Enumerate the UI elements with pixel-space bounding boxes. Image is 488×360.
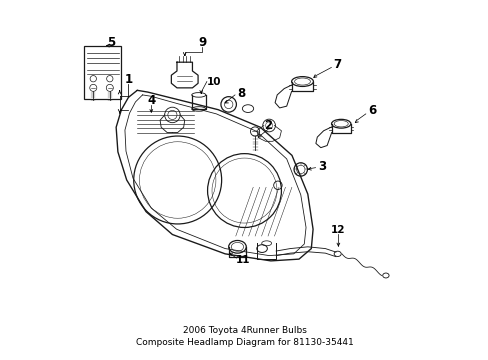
Bar [84,46,121,99]
Text: 5: 5 [107,36,116,49]
Text: 2: 2 [264,119,271,132]
Text: 4: 4 [147,94,155,107]
Text: 11: 11 [235,255,249,265]
Text: 7: 7 [333,58,341,71]
Text: 8: 8 [236,87,244,100]
Text: 9: 9 [198,36,206,49]
Text: 1: 1 [124,73,132,86]
Text: 6: 6 [367,104,375,117]
Text: 12: 12 [330,225,345,235]
Text: 2006 Toyota 4Runner Bulbs
Composite Headlamp Diagram for 81130-35441: 2006 Toyota 4Runner Bulbs Composite Head… [135,326,353,347]
Text: 10: 10 [206,77,221,86]
Text: 3: 3 [317,160,325,173]
